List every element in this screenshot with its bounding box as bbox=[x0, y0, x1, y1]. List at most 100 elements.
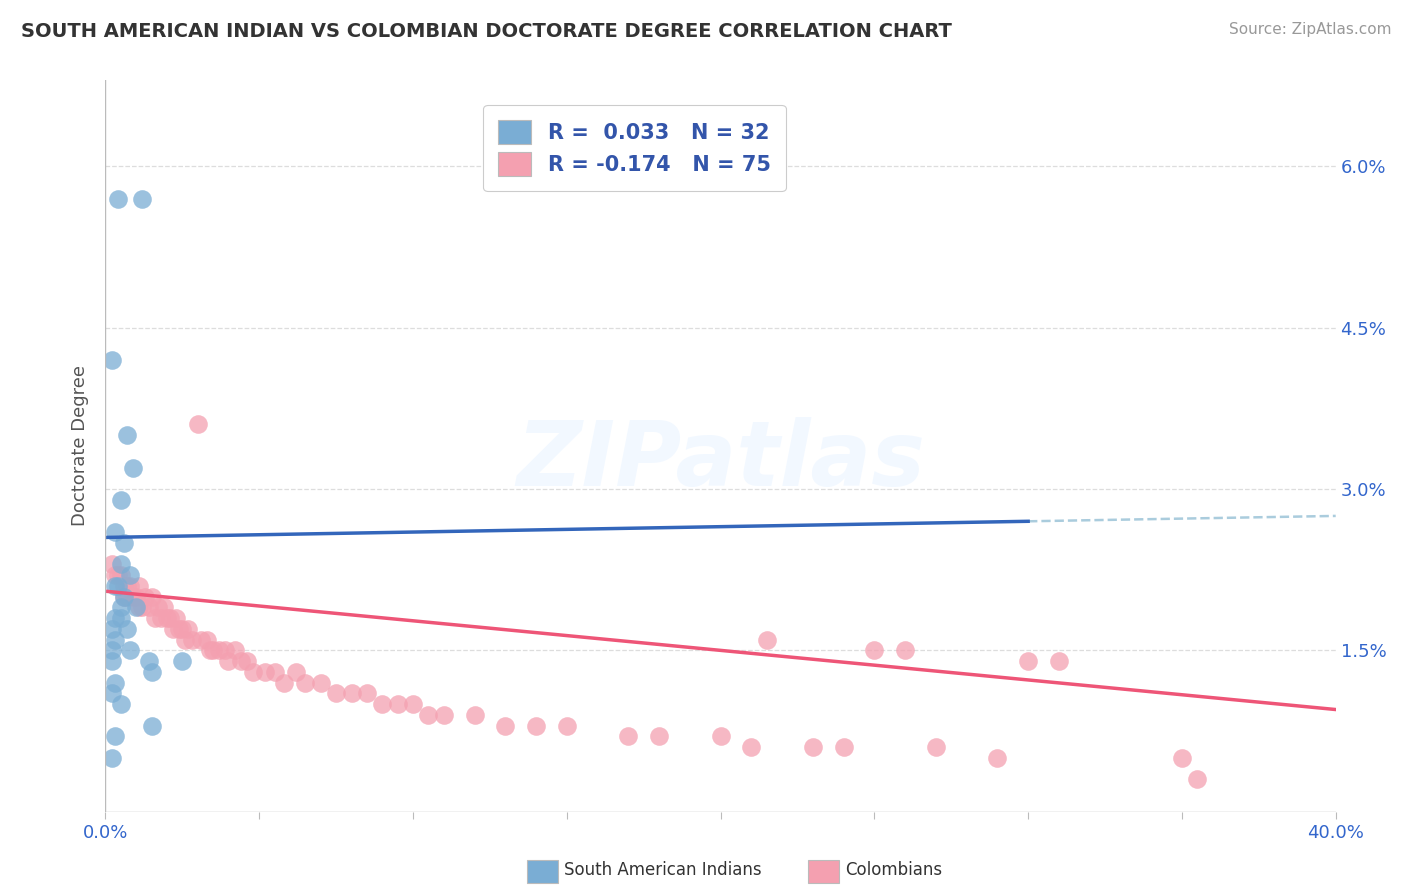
Point bbox=[128, 600, 150, 615]
Point bbox=[153, 600, 176, 615]
Legend: R =  0.033   N = 32, R = -0.174   N = 75: R = 0.033 N = 32, R = -0.174 N = 75 bbox=[484, 105, 786, 191]
Point bbox=[325, 686, 347, 700]
Point bbox=[120, 568, 141, 582]
Point bbox=[242, 665, 264, 679]
Point bbox=[115, 579, 138, 593]
Point bbox=[115, 590, 138, 604]
Point bbox=[894, 643, 917, 657]
Point bbox=[146, 600, 169, 615]
Point bbox=[863, 643, 886, 657]
Point bbox=[195, 632, 218, 647]
Point bbox=[110, 611, 132, 625]
Point bbox=[107, 579, 129, 593]
Point bbox=[356, 686, 378, 700]
Point bbox=[371, 697, 394, 711]
Point bbox=[110, 558, 132, 572]
Point bbox=[174, 632, 197, 647]
Point bbox=[402, 697, 425, 711]
Point bbox=[740, 740, 762, 755]
Point bbox=[115, 622, 138, 636]
Point bbox=[986, 751, 1008, 765]
Point bbox=[172, 622, 194, 636]
Point bbox=[125, 590, 148, 604]
Point bbox=[120, 643, 141, 657]
Point bbox=[387, 697, 409, 711]
Point bbox=[104, 524, 127, 539]
Point bbox=[208, 643, 231, 657]
Point bbox=[104, 579, 127, 593]
Point bbox=[138, 654, 160, 668]
Point bbox=[165, 611, 187, 625]
Point bbox=[141, 719, 163, 733]
Point bbox=[149, 611, 172, 625]
Point bbox=[134, 590, 156, 604]
Point bbox=[128, 579, 150, 593]
Y-axis label: Doctorate Degree: Doctorate Degree bbox=[72, 366, 90, 526]
Point bbox=[1171, 751, 1194, 765]
Point bbox=[218, 654, 240, 668]
Point bbox=[214, 643, 236, 657]
Point bbox=[110, 492, 132, 507]
Point bbox=[832, 740, 855, 755]
Text: South American Indians: South American Indians bbox=[564, 861, 762, 879]
Point bbox=[648, 730, 671, 744]
Point bbox=[1017, 654, 1039, 668]
Point bbox=[801, 740, 824, 755]
Point bbox=[104, 632, 127, 647]
Point bbox=[169, 622, 191, 636]
Point bbox=[141, 665, 163, 679]
Point bbox=[617, 730, 640, 744]
Point bbox=[107, 192, 129, 206]
Point bbox=[190, 632, 212, 647]
Point bbox=[110, 600, 132, 615]
Point bbox=[115, 428, 138, 442]
Point bbox=[524, 719, 547, 733]
Point bbox=[294, 675, 316, 690]
Point bbox=[172, 654, 194, 668]
Point bbox=[494, 719, 516, 733]
Point bbox=[180, 632, 202, 647]
Point bbox=[107, 568, 129, 582]
Point bbox=[254, 665, 277, 679]
Point bbox=[263, 665, 285, 679]
Point bbox=[110, 697, 132, 711]
Point bbox=[112, 579, 135, 593]
Point bbox=[1187, 772, 1209, 787]
Point bbox=[120, 579, 141, 593]
Point bbox=[100, 643, 122, 657]
Text: Colombians: Colombians bbox=[845, 861, 942, 879]
Point bbox=[159, 611, 181, 625]
Point bbox=[104, 568, 127, 582]
Point bbox=[131, 192, 153, 206]
Point bbox=[925, 740, 948, 755]
Point bbox=[187, 417, 209, 432]
Point bbox=[285, 665, 308, 679]
Point bbox=[177, 622, 200, 636]
Point bbox=[162, 622, 184, 636]
Point bbox=[112, 536, 135, 550]
Point bbox=[309, 675, 332, 690]
Point bbox=[273, 675, 295, 690]
Point bbox=[202, 643, 225, 657]
Point bbox=[1047, 654, 1070, 668]
Point bbox=[464, 707, 486, 722]
Point bbox=[110, 568, 132, 582]
Point bbox=[131, 600, 153, 615]
Point bbox=[122, 460, 145, 475]
Point bbox=[340, 686, 363, 700]
Point bbox=[100, 622, 122, 636]
Point bbox=[236, 654, 259, 668]
Point bbox=[100, 686, 122, 700]
Point bbox=[710, 730, 733, 744]
Point bbox=[138, 600, 160, 615]
Point bbox=[100, 353, 122, 368]
Point bbox=[112, 590, 135, 604]
Text: ZIPatlas: ZIPatlas bbox=[516, 417, 925, 505]
Text: Source: ZipAtlas.com: Source: ZipAtlas.com bbox=[1229, 22, 1392, 37]
Point bbox=[433, 707, 456, 722]
Point bbox=[125, 600, 148, 615]
Point bbox=[104, 611, 127, 625]
Point bbox=[229, 654, 252, 668]
Point bbox=[224, 643, 246, 657]
Point bbox=[418, 707, 440, 722]
